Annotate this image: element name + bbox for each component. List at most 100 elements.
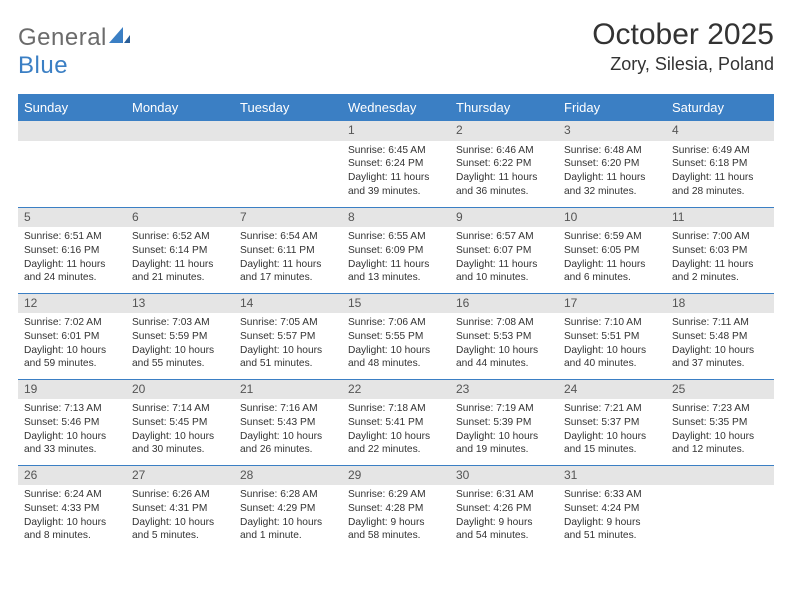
day-number [234,121,342,141]
day-details: Sunrise: 6:49 AMSunset: 6:18 PMDaylight:… [666,141,774,205]
calendar-cell: 26Sunrise: 6:24 AMSunset: 4:33 PMDayligh… [18,465,126,551]
day-number: 11 [666,208,774,228]
day-number: 17 [558,294,666,314]
calendar-row: 1Sunrise: 6:45 AMSunset: 6:24 PMDaylight… [18,121,774,207]
day-number: 31 [558,466,666,486]
calendar-cell: 19Sunrise: 7:13 AMSunset: 5:46 PMDayligh… [18,379,126,465]
calendar-cell: 25Sunrise: 7:23 AMSunset: 5:35 PMDayligh… [666,379,774,465]
day-details: Sunrise: 7:16 AMSunset: 5:43 PMDaylight:… [234,399,342,463]
calendar-cell: 24Sunrise: 7:21 AMSunset: 5:37 PMDayligh… [558,379,666,465]
day-number: 29 [342,466,450,486]
day-number [18,121,126,141]
location: Zory, Silesia, Poland [592,54,774,75]
day-details: Sunrise: 6:55 AMSunset: 6:09 PMDaylight:… [342,227,450,291]
calendar-cell: 13Sunrise: 7:03 AMSunset: 5:59 PMDayligh… [126,293,234,379]
day-number: 27 [126,466,234,486]
calendar-row: 26Sunrise: 6:24 AMSunset: 4:33 PMDayligh… [18,465,774,551]
calendar-head: SundayMondayTuesdayWednesdayThursdayFrid… [18,94,774,121]
calendar-cell: 2Sunrise: 6:46 AMSunset: 6:22 PMDaylight… [450,121,558,207]
calendar-cell: 10Sunrise: 6:59 AMSunset: 6:05 PMDayligh… [558,207,666,293]
calendar-cell [126,121,234,207]
logo-text: GeneralBlue [18,24,131,80]
day-details: Sunrise: 6:46 AMSunset: 6:22 PMDaylight:… [450,141,558,205]
day-details: Sunrise: 6:54 AMSunset: 6:11 PMDaylight:… [234,227,342,291]
day-number: 6 [126,208,234,228]
calendar-cell: 6Sunrise: 6:52 AMSunset: 6:14 PMDaylight… [126,207,234,293]
day-number: 5 [18,208,126,228]
day-details: Sunrise: 6:31 AMSunset: 4:26 PMDaylight:… [450,485,558,549]
weekday-header: Friday [558,94,666,121]
calendar-row: 12Sunrise: 7:02 AMSunset: 6:01 PMDayligh… [18,293,774,379]
day-details: Sunrise: 6:57 AMSunset: 6:07 PMDaylight:… [450,227,558,291]
month-title: October 2025 [592,18,774,52]
calendar-cell: 8Sunrise: 6:55 AMSunset: 6:09 PMDaylight… [342,207,450,293]
day-details: Sunrise: 6:28 AMSunset: 4:29 PMDaylight:… [234,485,342,549]
calendar-cell: 1Sunrise: 6:45 AMSunset: 6:24 PMDaylight… [342,121,450,207]
day-details: Sunrise: 6:33 AMSunset: 4:24 PMDaylight:… [558,485,666,549]
calendar-cell: 18Sunrise: 7:11 AMSunset: 5:48 PMDayligh… [666,293,774,379]
calendar-cell [18,121,126,207]
day-details: Sunrise: 7:10 AMSunset: 5:51 PMDaylight:… [558,313,666,377]
day-details: Sunrise: 7:00 AMSunset: 6:03 PMDaylight:… [666,227,774,291]
calendar-cell [666,465,774,551]
day-number: 14 [234,294,342,314]
logo-sail-icon [109,24,131,52]
day-details: Sunrise: 7:14 AMSunset: 5:45 PMDaylight:… [126,399,234,463]
day-number: 15 [342,294,450,314]
day-number: 8 [342,208,450,228]
calendar-cell: 3Sunrise: 6:48 AMSunset: 6:20 PMDaylight… [558,121,666,207]
calendar-cell: 22Sunrise: 7:18 AMSunset: 5:41 PMDayligh… [342,379,450,465]
calendar-cell: 29Sunrise: 6:29 AMSunset: 4:28 PMDayligh… [342,465,450,551]
calendar-row: 19Sunrise: 7:13 AMSunset: 5:46 PMDayligh… [18,379,774,465]
calendar-cell: 14Sunrise: 7:05 AMSunset: 5:57 PMDayligh… [234,293,342,379]
day-details: Sunrise: 7:13 AMSunset: 5:46 PMDaylight:… [18,399,126,463]
day-details: Sunrise: 7:06 AMSunset: 5:55 PMDaylight:… [342,313,450,377]
calendar-body: 1Sunrise: 6:45 AMSunset: 6:24 PMDaylight… [18,121,774,551]
day-details: Sunrise: 7:03 AMSunset: 5:59 PMDaylight:… [126,313,234,377]
header: GeneralBlue October 2025 Zory, Silesia, … [18,18,774,80]
day-number: 16 [450,294,558,314]
day-details: Sunrise: 7:11 AMSunset: 5:48 PMDaylight:… [666,313,774,377]
weekday-header: Wednesday [342,94,450,121]
weekday-row: SundayMondayTuesdayWednesdayThursdayFrid… [18,94,774,121]
day-number: 24 [558,380,666,400]
day-details: Sunrise: 6:45 AMSunset: 6:24 PMDaylight:… [342,141,450,205]
day-number: 22 [342,380,450,400]
calendar-cell: 16Sunrise: 7:08 AMSunset: 5:53 PMDayligh… [450,293,558,379]
day-details: Sunrise: 7:02 AMSunset: 6:01 PMDaylight:… [18,313,126,377]
day-number: 28 [234,466,342,486]
day-number: 13 [126,294,234,314]
day-details: Sunrise: 6:29 AMSunset: 4:28 PMDaylight:… [342,485,450,549]
day-number [666,466,774,486]
calendar-row: 5Sunrise: 6:51 AMSunset: 6:16 PMDaylight… [18,207,774,293]
calendar-cell: 23Sunrise: 7:19 AMSunset: 5:39 PMDayligh… [450,379,558,465]
day-number: 2 [450,121,558,141]
calendar-cell: 27Sunrise: 6:26 AMSunset: 4:31 PMDayligh… [126,465,234,551]
logo-text-1: General [18,24,107,51]
calendar-cell: 7Sunrise: 6:54 AMSunset: 6:11 PMDaylight… [234,207,342,293]
calendar-cell: 31Sunrise: 6:33 AMSunset: 4:24 PMDayligh… [558,465,666,551]
weekday-header: Thursday [450,94,558,121]
calendar-cell: 4Sunrise: 6:49 AMSunset: 6:18 PMDaylight… [666,121,774,207]
day-number: 20 [126,380,234,400]
day-number: 21 [234,380,342,400]
calendar-cell: 20Sunrise: 7:14 AMSunset: 5:45 PMDayligh… [126,379,234,465]
calendar-cell: 11Sunrise: 7:00 AMSunset: 6:03 PMDayligh… [666,207,774,293]
weekday-header: Tuesday [234,94,342,121]
day-details: Sunrise: 6:51 AMSunset: 6:16 PMDaylight:… [18,227,126,291]
calendar-cell: 15Sunrise: 7:06 AMSunset: 5:55 PMDayligh… [342,293,450,379]
day-number: 1 [342,121,450,141]
logo: GeneralBlue [18,24,131,80]
weekday-header: Monday [126,94,234,121]
day-details: Sunrise: 6:24 AMSunset: 4:33 PMDaylight:… [18,485,126,549]
day-details: Sunrise: 6:48 AMSunset: 6:20 PMDaylight:… [558,141,666,205]
weekday-header: Sunday [18,94,126,121]
calendar-cell: 21Sunrise: 7:16 AMSunset: 5:43 PMDayligh… [234,379,342,465]
day-details: Sunrise: 7:18 AMSunset: 5:41 PMDaylight:… [342,399,450,463]
day-number: 7 [234,208,342,228]
calendar-cell: 30Sunrise: 6:31 AMSunset: 4:26 PMDayligh… [450,465,558,551]
day-details: Sunrise: 7:19 AMSunset: 5:39 PMDaylight:… [450,399,558,463]
day-number: 30 [450,466,558,486]
day-number: 23 [450,380,558,400]
day-details: Sunrise: 7:08 AMSunset: 5:53 PMDaylight:… [450,313,558,377]
